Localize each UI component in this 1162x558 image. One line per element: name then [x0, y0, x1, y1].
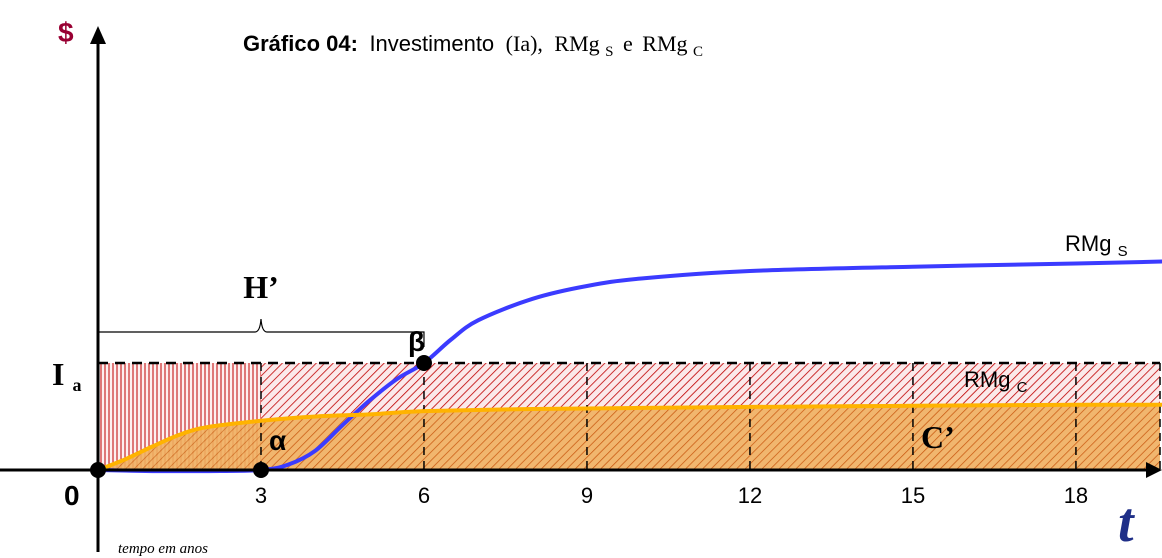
x-axis-symbol: t	[1118, 492, 1135, 554]
ia-level-label: I a	[52, 356, 81, 395]
x-tick-label: 12	[738, 483, 762, 508]
brace-path	[97, 318, 425, 347]
origin-label: 0	[64, 480, 80, 511]
shaded-regions	[98, 363, 1162, 470]
title-bold: Gráfico 04:	[243, 31, 358, 56]
title-conj: e	[623, 31, 633, 56]
ia-label-sub: a	[72, 375, 81, 395]
x-tick-label: 18	[1064, 483, 1088, 508]
series-label-rmgc-sub: C	[1017, 379, 1028, 396]
x-tick-label: 15	[901, 483, 925, 508]
title-rmgc: RMg	[642, 31, 687, 56]
x-tick-label: 6	[418, 483, 430, 508]
series-label-rmgs-sub: S	[1118, 243, 1128, 260]
x-tick-label: 3	[255, 483, 267, 508]
key-points: αβ	[90, 326, 432, 478]
ia-label-base: I	[52, 356, 64, 392]
title-text: Investimento	[369, 31, 494, 56]
title-rmgs: RMg	[554, 31, 599, 56]
title-rmgs-sub: S	[605, 44, 613, 60]
y-axis-symbol: $	[58, 17, 74, 48]
chart-title: Gráfico 04: Investimento (Ia), RMg S e R…	[243, 31, 703, 61]
series-label-rmgs: RMg S	[1065, 231, 1128, 260]
brace-label: H’	[243, 269, 279, 305]
point-marker	[90, 462, 106, 478]
region-label-c-prime: C’	[921, 419, 955, 455]
series-label-rmgc-base: RMg	[964, 367, 1010, 392]
y-axis-arrow	[90, 26, 106, 44]
point-label: β	[408, 326, 425, 357]
title-rmgc-sub: C	[693, 44, 703, 60]
series-line-rmgc	[96, 402, 1162, 472]
x-axis-label: tempo em anos	[118, 541, 208, 557]
x-tick-label: 9	[581, 483, 593, 508]
x-axis-ticks: 3 6 9 12 15 18	[255, 483, 1088, 508]
title-ia: (Ia),	[506, 31, 543, 56]
x-axis-arrow	[1146, 462, 1162, 478]
point-marker	[415, 355, 432, 371]
series-label-rmgs-base: RMg	[1065, 231, 1111, 256]
horizon-brace: H’	[97, 269, 425, 347]
point-marker	[252, 462, 269, 478]
series-label-rmgc: RMg C	[964, 367, 1028, 396]
point-label: α	[269, 425, 286, 456]
region-c-prime	[98, 404, 1162, 470]
guide-lines	[98, 361, 1161, 470]
